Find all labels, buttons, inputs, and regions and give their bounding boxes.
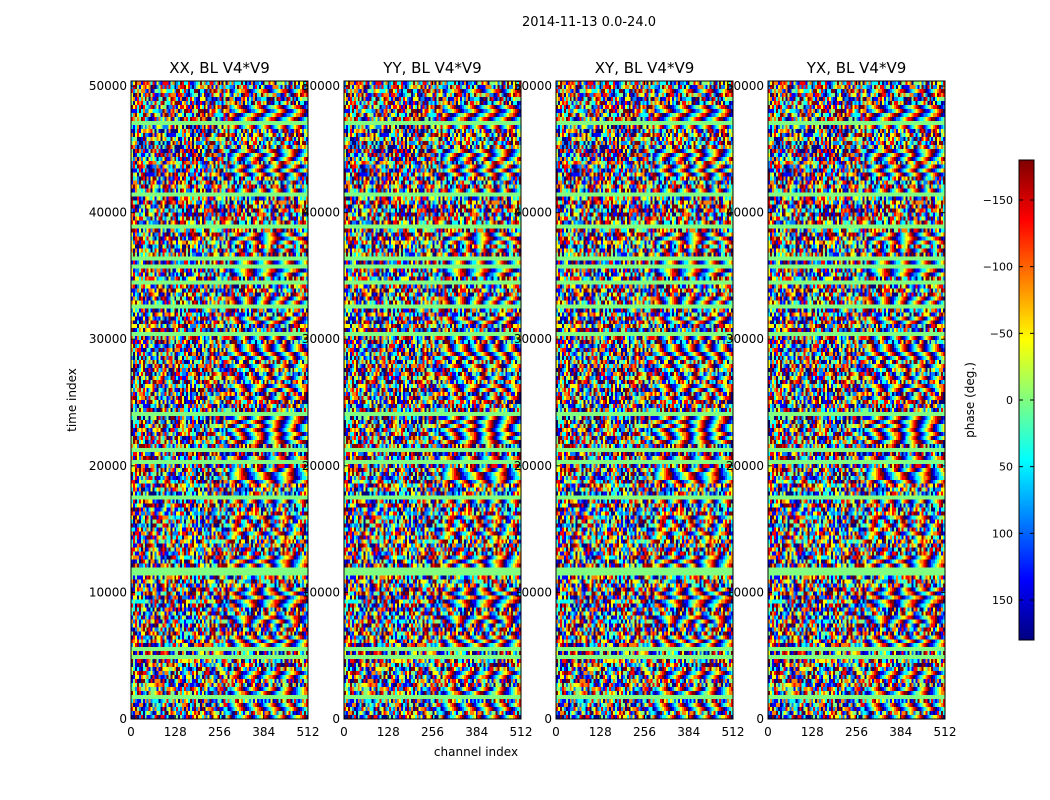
x-axis-label: channel index	[434, 745, 518, 759]
y-tick-label: 30000	[726, 332, 764, 346]
x-tick-label: 256	[633, 725, 656, 739]
panel-title: YX, BL V4*V9	[806, 59, 907, 77]
x-tick-label: 384	[889, 725, 912, 739]
x-tick-label: 128	[801, 725, 824, 739]
colorbar-tick-label: −150	[983, 194, 1013, 207]
panel-2: YY, BL V4*V9 0 128 256 384 512 0 10000 20000 3000…	[302, 59, 533, 739]
colorbar-tick-label: 50	[999, 461, 1013, 474]
phase-heatmap-image	[556, 81, 733, 719]
phase-heatmap-image	[131, 81, 308, 719]
y-tick-label: 0	[756, 712, 764, 726]
y-tick-label: 0	[119, 712, 127, 726]
y-tick-label: 50000	[726, 79, 764, 93]
y-tick-label: 50000	[302, 79, 340, 93]
y-tick-label: 40000	[514, 206, 552, 220]
x-tick-label: 128	[377, 725, 400, 739]
y-tick-label: 20000	[726, 459, 764, 473]
y-tick-label: 20000	[514, 459, 552, 473]
x-tick-label: 128	[164, 725, 187, 739]
x-tick-label: 0	[764, 725, 772, 739]
figure-title: 2014-11-13 0.0-24.0	[522, 15, 656, 30]
x-tick-label: 384	[677, 725, 700, 739]
colorbar-tick-label: 150	[992, 594, 1013, 607]
y-tick-label: 10000	[302, 585, 340, 599]
y-tick-label: 0	[544, 712, 552, 726]
x-tick-label: 512	[510, 725, 533, 739]
y-tick-label: 10000	[726, 585, 764, 599]
x-tick-label: 384	[465, 725, 488, 739]
x-tick-label: 0	[552, 725, 560, 739]
y-tick-label: 40000	[726, 206, 764, 220]
y-tick-label: 30000	[514, 332, 552, 346]
x-tick-label: 512	[934, 725, 957, 739]
y-tick-label: 0	[332, 712, 340, 726]
y-tick-label: 50000	[89, 79, 127, 93]
colorbar-tick-label: −50	[990, 327, 1013, 340]
colorbar: 150 100 50 0 −50 −100 −150	[983, 159, 1035, 641]
panel-title: XX, BL V4*V9	[169, 59, 270, 77]
x-tick-label: 0	[127, 725, 135, 739]
phase-heatmap-image	[768, 81, 945, 719]
x-tick-label: 128	[589, 725, 612, 739]
panel-3: XY, BL V4*V9 0 128 256 384 512 0 10000 20000 3000…	[514, 59, 745, 739]
x-tick-label: 0	[340, 725, 348, 739]
x-tick-label: 512	[722, 725, 745, 739]
y-tick-label: 30000	[89, 332, 127, 346]
panel-title: XY, BL V4*V9	[595, 59, 695, 77]
y-tick-label: 30000	[302, 332, 340, 346]
panel-title: YY, BL V4*V9	[382, 59, 481, 77]
panel-4: YX, BL V4*V9 0 128 256 384 512 0 10000 20000 3000…	[726, 59, 957, 739]
x-tick-label: 512	[297, 725, 320, 739]
colorbar-tick-label: 0	[1006, 394, 1013, 407]
x-tick-label: 384	[252, 725, 275, 739]
x-tick-label: 256	[421, 725, 444, 739]
colorbar-tick-label: −100	[983, 261, 1013, 274]
y-tick-label: 10000	[89, 585, 127, 599]
y-tick-label: 10000	[514, 585, 552, 599]
panels: XX, BL V4*V9 0 128 256 384 512 0 10000 20000 3000…	[89, 59, 957, 739]
colorbar-tick-label: 100	[992, 527, 1013, 540]
y-tick-label: 40000	[302, 206, 340, 220]
panel-1: XX, BL V4*V9 0 128 256 384 512 0 10000 20000 3000…	[89, 59, 320, 739]
y-tick-label: 40000	[89, 206, 127, 220]
phase-heatmap-image	[344, 81, 521, 719]
x-tick-label: 256	[845, 725, 868, 739]
y-tick-label: 20000	[302, 459, 340, 473]
y-tick-label: 50000	[514, 79, 552, 93]
x-tick-label: 256	[208, 725, 231, 739]
y-tick-label: 20000	[89, 459, 127, 473]
colorbar-label: phase (deg.)	[963, 362, 977, 438]
y-axis-label: time index	[65, 368, 79, 432]
